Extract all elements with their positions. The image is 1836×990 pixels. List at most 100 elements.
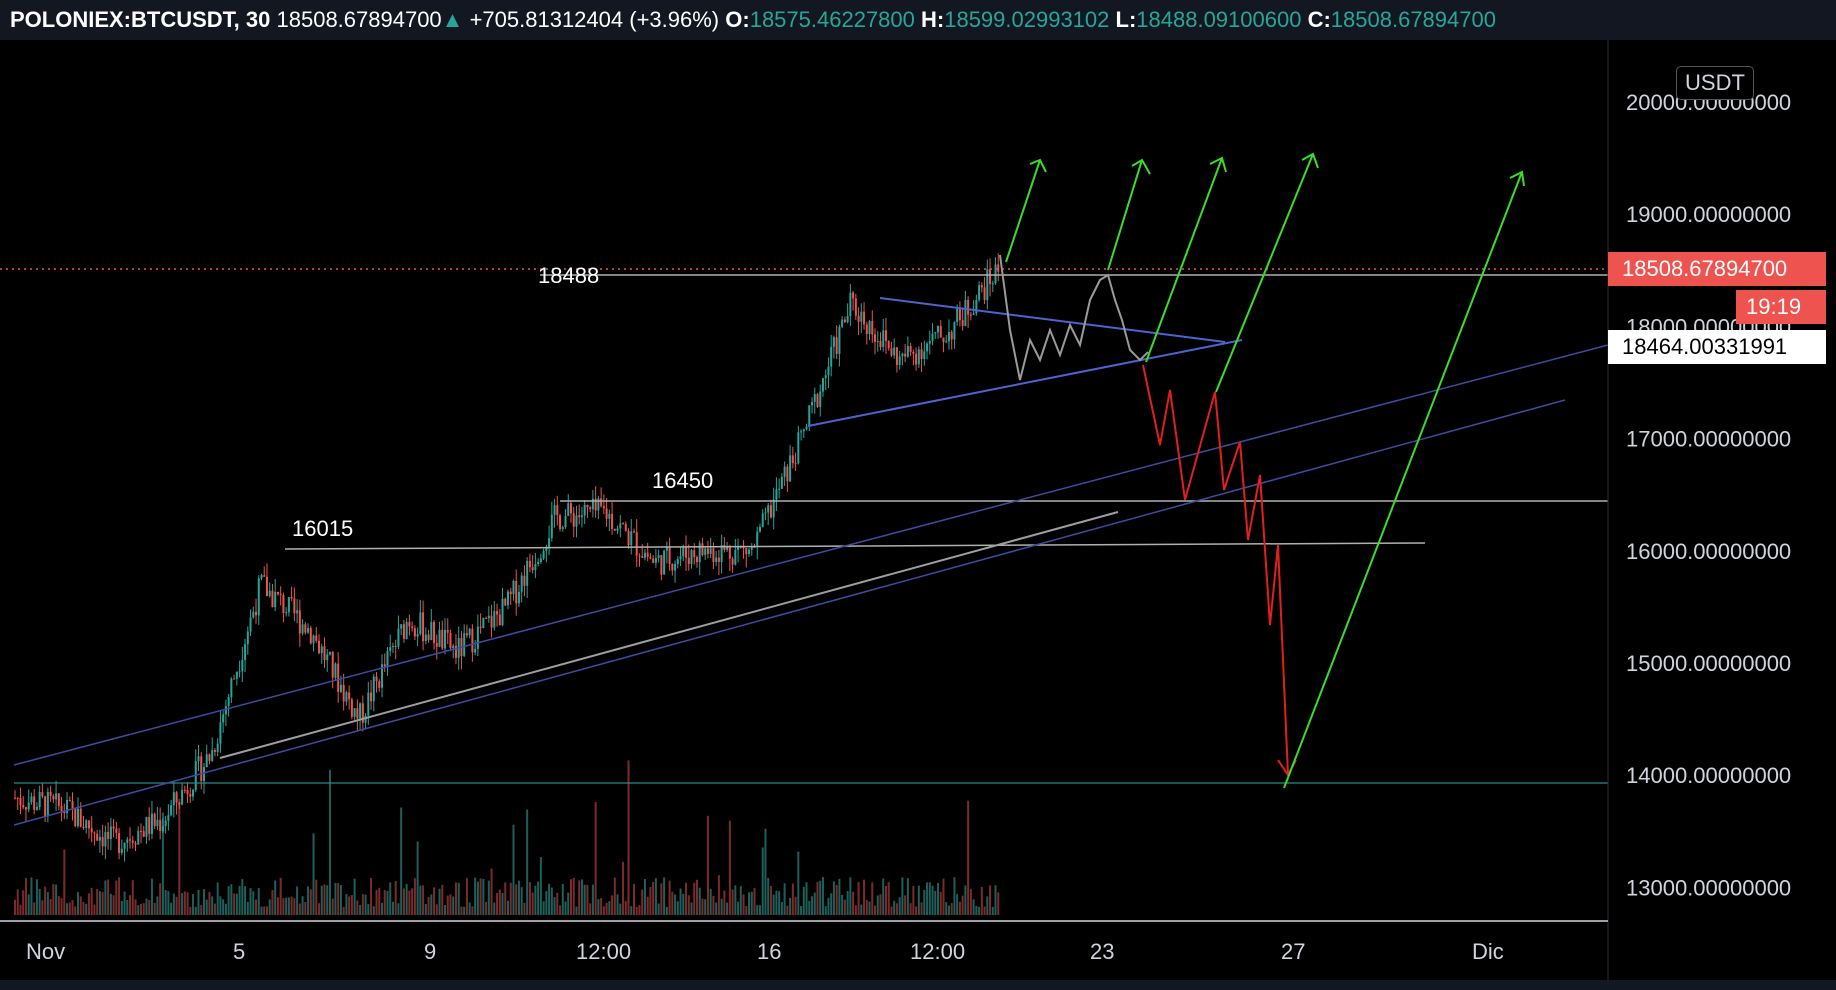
annotation-16450[interactable]: 16450 bbox=[652, 468, 713, 493]
candle-body bbox=[786, 466, 789, 482]
volume-bar bbox=[24, 877, 27, 915]
candle-body bbox=[569, 503, 572, 514]
volume-bar bbox=[720, 898, 723, 915]
candle-body bbox=[24, 807, 27, 810]
volume-bar bbox=[534, 885, 537, 915]
candle-body bbox=[334, 663, 337, 678]
candle-body bbox=[717, 557, 720, 562]
volume-bar bbox=[846, 891, 849, 915]
candle-body bbox=[38, 792, 41, 807]
candle-body bbox=[265, 576, 268, 597]
volume-bar bbox=[871, 882, 874, 915]
volume-bar bbox=[164, 889, 167, 915]
volume-bar bbox=[361, 894, 364, 915]
candle-body bbox=[580, 515, 583, 518]
volume-bar bbox=[175, 896, 178, 915]
candle-body bbox=[181, 789, 184, 805]
volume-bar bbox=[841, 894, 844, 915]
volume-bar bbox=[808, 900, 811, 915]
candle-body bbox=[274, 591, 277, 607]
candle-body bbox=[854, 298, 857, 316]
candle-body bbox=[405, 621, 408, 639]
volume-bar bbox=[758, 905, 761, 915]
volume-bar bbox=[923, 889, 926, 915]
close-value: 18508.67894700 bbox=[1330, 7, 1496, 32]
candle-body bbox=[372, 676, 375, 702]
candle-body bbox=[808, 405, 811, 427]
volume-bar bbox=[701, 898, 704, 915]
volume-bar bbox=[57, 896, 60, 915]
currency-unit-button[interactable]: USDT bbox=[1676, 66, 1754, 100]
candle-body bbox=[66, 799, 69, 814]
volume-bar bbox=[578, 880, 581, 915]
candle-body bbox=[589, 507, 592, 510]
volume-bar bbox=[537, 881, 540, 915]
volume-bar bbox=[622, 861, 625, 915]
candle-body bbox=[898, 356, 901, 365]
volume-bar bbox=[161, 812, 164, 915]
volume-bar bbox=[550, 887, 553, 915]
candle-body bbox=[109, 826, 112, 840]
volume-bar bbox=[279, 877, 282, 915]
candle-body bbox=[895, 347, 898, 365]
channel-upper-line[interactable] bbox=[13, 344, 1609, 766]
candle-body bbox=[835, 337, 838, 355]
volume-bar bbox=[731, 889, 734, 915]
volume-bar bbox=[783, 883, 786, 915]
annotation-18488[interactable]: 18488 bbox=[538, 263, 599, 288]
candle-body bbox=[186, 790, 189, 795]
volume-bar bbox=[942, 878, 945, 915]
candle-body bbox=[660, 555, 663, 575]
volume-bar bbox=[917, 885, 920, 915]
volume-bar bbox=[90, 887, 93, 915]
candle-body bbox=[843, 319, 846, 323]
time-axis[interactable]: Nov 5 9 12:00 16 12:00 23 27 Dic bbox=[26, 939, 1504, 964]
triangle-upper-line[interactable] bbox=[879, 297, 1226, 343]
candle-body bbox=[512, 580, 515, 595]
candle-body bbox=[663, 550, 666, 575]
volume-bar bbox=[632, 883, 635, 915]
candle-body bbox=[197, 756, 200, 762]
volume-bar bbox=[471, 906, 474, 915]
volume-bar bbox=[745, 906, 748, 915]
candle-body bbox=[93, 832, 96, 834]
volume-bar bbox=[561, 883, 564, 915]
volume-bar bbox=[137, 905, 140, 915]
candle-body bbox=[758, 526, 761, 532]
candle-body bbox=[370, 692, 373, 702]
candle-body bbox=[249, 617, 252, 632]
volume-bar bbox=[682, 893, 685, 915]
candle-body bbox=[87, 820, 90, 829]
volume-bar bbox=[950, 903, 953, 915]
candle-body bbox=[474, 648, 477, 653]
volume-bar bbox=[118, 877, 121, 915]
candle-body bbox=[917, 349, 920, 365]
volume-bar bbox=[178, 798, 181, 915]
volume-bar bbox=[153, 902, 156, 915]
candle-body bbox=[463, 633, 466, 656]
volume-bar bbox=[786, 905, 789, 915]
symbol-label[interactable]: POLONIEX:BTCUSDT, 30 bbox=[10, 7, 271, 32]
volume-bar bbox=[372, 906, 375, 915]
annotation-16015[interactable]: 16015 bbox=[292, 516, 353, 541]
price-axis[interactable]: 20000.0000000019000.0000000018000.000000… bbox=[1626, 90, 1791, 900]
volume-bar bbox=[200, 905, 203, 915]
candle-body bbox=[912, 351, 915, 354]
triangle-lower-line[interactable] bbox=[807, 339, 1243, 427]
volume-bar bbox=[865, 900, 868, 915]
candle-body bbox=[652, 558, 655, 563]
candle-body bbox=[783, 466, 786, 477]
candle-body bbox=[263, 575, 266, 577]
candle-body bbox=[323, 646, 326, 661]
volume-bar bbox=[619, 903, 622, 915]
volume-bar bbox=[695, 879, 698, 915]
volume-bar bbox=[975, 906, 978, 915]
candle-body bbox=[408, 621, 411, 627]
channel-lower-line[interactable] bbox=[13, 399, 1566, 826]
level-line-16015[interactable] bbox=[284, 542, 1426, 550]
time-tick-label: 12:00 bbox=[576, 939, 631, 964]
candle-body bbox=[211, 750, 214, 761]
candle-body bbox=[641, 556, 644, 558]
candle-body bbox=[849, 292, 852, 316]
